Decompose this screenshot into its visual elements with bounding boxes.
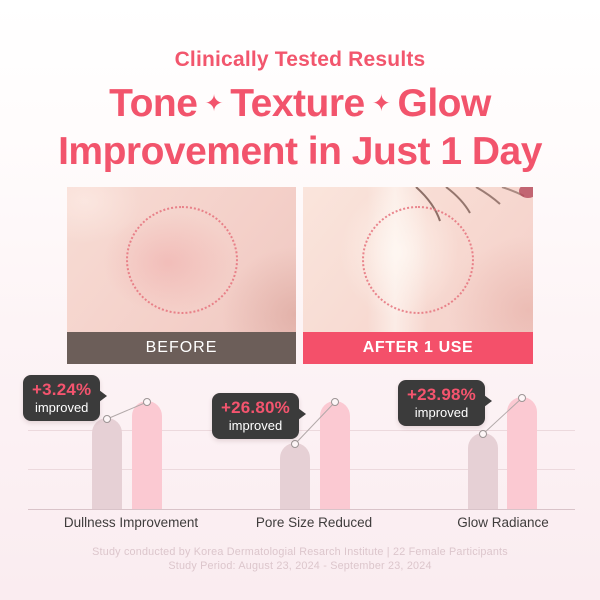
sparkle-icon: ✦ xyxy=(204,90,224,116)
title-word-tone: Tone xyxy=(109,82,198,125)
eyebrow-title: Clinically Tested Results xyxy=(174,48,426,71)
improvement-caption: improved xyxy=(228,418,283,433)
improvement-tooltip: +26.80% improved xyxy=(212,393,306,439)
study-disclaimer: Study conducted by Korea Dermatologial R… xyxy=(0,545,600,573)
after-photo-figure: AFTER 1 USE xyxy=(303,187,533,364)
title-line-2: Improvement in Just 1 Day xyxy=(58,130,542,173)
improvement-bar-chart: +3.24% improved +26.80% improved +23.98%… xyxy=(0,370,600,530)
title-line-1: Tone ✦ Texture ✦ Glow xyxy=(0,82,600,130)
improvement-value: +23.98% xyxy=(407,385,476,404)
before-label: BEFORE xyxy=(145,339,218,356)
category-label: Pore Size Reduced xyxy=(255,515,373,530)
before-skin-photo xyxy=(67,187,296,332)
bar-after-glow xyxy=(507,397,537,509)
bar-before-dullness xyxy=(92,418,122,509)
improvement-caption: improved xyxy=(34,400,89,415)
after-label-strip: AFTER 1 USE xyxy=(303,332,533,364)
study-disclaimer-line-1: Study conducted by Korea Dermatologial R… xyxy=(92,546,508,558)
title-word-glow: Glow xyxy=(397,82,491,125)
improvement-tooltip: +3.24% improved xyxy=(23,375,108,421)
bar-after-dullness xyxy=(132,401,162,509)
after-skin-photo xyxy=(303,187,533,332)
after-label: AFTER 1 USE xyxy=(362,339,474,356)
category-label: Glow Radiance xyxy=(457,515,549,530)
before-label-strip: BEFORE xyxy=(67,332,296,364)
focus-circle xyxy=(362,205,474,314)
improvement-value: +3.24% xyxy=(32,380,92,399)
title-word-texture: Texture xyxy=(230,82,365,125)
focus-circle xyxy=(125,205,238,314)
before-photo-figure: BEFORE xyxy=(67,187,296,364)
category-label: Dullness Improvement xyxy=(63,515,199,530)
sparkle-icon: ✦ xyxy=(371,90,391,116)
bar-before-pore xyxy=(280,443,310,509)
improvement-value: +26.80% xyxy=(221,398,290,417)
bar-before-glow xyxy=(468,433,498,509)
axis-baseline xyxy=(28,509,575,510)
page-title: Tone ✦ Texture ✦ Glow Improvement in Just 1 … xyxy=(0,82,600,174)
improvement-caption: improved xyxy=(414,405,469,420)
bar-after-pore xyxy=(320,401,350,509)
study-disclaimer-line-2: Study Period: August 23, 2024 - Septembe… xyxy=(168,560,432,572)
improvement-tooltip: +23.98% improved xyxy=(398,380,492,426)
